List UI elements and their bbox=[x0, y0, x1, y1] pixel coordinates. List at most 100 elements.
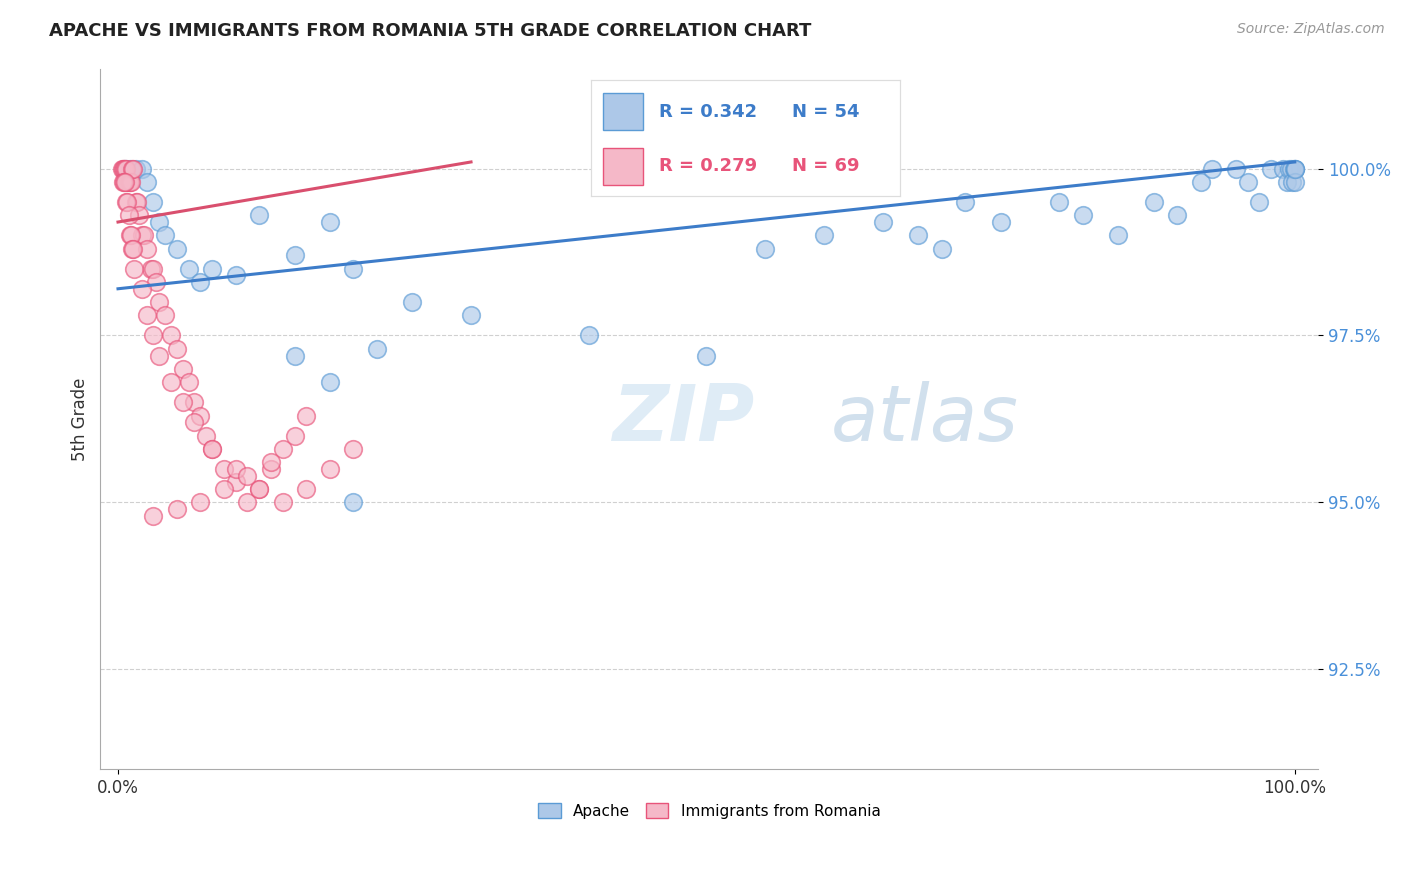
Point bbox=[172, 362, 194, 376]
Point bbox=[114, 161, 136, 176]
FancyBboxPatch shape bbox=[603, 147, 643, 185]
Point bbox=[201, 442, 224, 456]
Point bbox=[754, 242, 776, 256]
Point bbox=[1047, 194, 1070, 209]
Point bbox=[190, 275, 212, 289]
Point bbox=[148, 215, 170, 229]
Point bbox=[117, 194, 139, 209]
Point bbox=[1071, 208, 1094, 222]
Point bbox=[225, 462, 247, 476]
Point bbox=[183, 395, 205, 409]
Point bbox=[125, 194, 148, 209]
Point bbox=[110, 161, 132, 176]
Point bbox=[121, 242, 143, 256]
Point bbox=[117, 175, 139, 189]
Point bbox=[1282, 161, 1305, 176]
Point bbox=[160, 375, 183, 389]
Point bbox=[142, 508, 165, 523]
Point bbox=[172, 395, 194, 409]
Point bbox=[124, 194, 146, 209]
Point bbox=[212, 462, 235, 476]
Point bbox=[120, 228, 142, 243]
Point bbox=[148, 295, 170, 310]
Point bbox=[121, 161, 143, 176]
Point bbox=[201, 442, 224, 456]
Point bbox=[131, 161, 153, 176]
Point bbox=[271, 442, 294, 456]
Point bbox=[283, 248, 305, 262]
Point bbox=[813, 228, 835, 243]
Point bbox=[1281, 175, 1303, 189]
Point bbox=[1284, 161, 1306, 176]
Point bbox=[128, 208, 150, 222]
Point bbox=[111, 175, 134, 189]
Point bbox=[247, 208, 270, 222]
Point bbox=[117, 175, 139, 189]
Point bbox=[166, 502, 188, 516]
Point bbox=[112, 161, 135, 176]
Point bbox=[342, 261, 364, 276]
Point bbox=[142, 328, 165, 343]
Point bbox=[1201, 161, 1223, 176]
Point bbox=[319, 375, 342, 389]
Point bbox=[1107, 228, 1129, 243]
Point bbox=[124, 261, 146, 276]
Point bbox=[131, 282, 153, 296]
Point bbox=[225, 475, 247, 490]
Point bbox=[160, 328, 183, 343]
Point bbox=[118, 228, 141, 243]
Point bbox=[1284, 175, 1306, 189]
Y-axis label: 5th Grade: 5th Grade bbox=[72, 377, 89, 460]
Point bbox=[271, 495, 294, 509]
Point bbox=[1284, 161, 1306, 176]
Point bbox=[260, 462, 283, 476]
Point bbox=[990, 215, 1012, 229]
Text: N = 54: N = 54 bbox=[792, 103, 859, 120]
Point bbox=[201, 261, 224, 276]
Text: ZIP: ZIP bbox=[612, 381, 754, 457]
Point bbox=[111, 161, 134, 176]
Point bbox=[136, 242, 159, 256]
Point bbox=[1279, 161, 1302, 176]
Point bbox=[212, 482, 235, 496]
Point bbox=[283, 428, 305, 442]
Point bbox=[122, 242, 145, 256]
Point bbox=[145, 275, 167, 289]
FancyBboxPatch shape bbox=[603, 93, 643, 130]
Point bbox=[907, 228, 929, 243]
Point bbox=[342, 495, 364, 509]
Text: N = 69: N = 69 bbox=[792, 157, 859, 175]
Point bbox=[120, 175, 142, 189]
Point bbox=[117, 208, 139, 222]
Point bbox=[283, 349, 305, 363]
Point bbox=[260, 455, 283, 469]
Point bbox=[177, 375, 200, 389]
Point bbox=[142, 194, 165, 209]
Point bbox=[153, 228, 176, 243]
Point bbox=[1142, 194, 1164, 209]
Point bbox=[295, 482, 318, 496]
Point bbox=[132, 228, 155, 243]
Point bbox=[131, 228, 153, 243]
Point bbox=[153, 309, 176, 323]
Point bbox=[122, 161, 145, 176]
Point bbox=[955, 194, 977, 209]
Point bbox=[695, 349, 717, 363]
Point bbox=[1275, 175, 1298, 189]
Point bbox=[190, 495, 212, 509]
Point bbox=[139, 261, 162, 276]
Point bbox=[931, 242, 953, 256]
Point bbox=[225, 268, 247, 283]
Point bbox=[118, 175, 141, 189]
Text: R = 0.342: R = 0.342 bbox=[658, 103, 756, 120]
Point bbox=[319, 215, 342, 229]
Point bbox=[166, 242, 188, 256]
Point bbox=[190, 409, 212, 423]
Point bbox=[295, 409, 318, 423]
Point bbox=[166, 342, 188, 356]
Point bbox=[342, 442, 364, 456]
Point bbox=[118, 161, 141, 176]
Point bbox=[872, 215, 894, 229]
Point bbox=[401, 295, 423, 310]
Point bbox=[115, 161, 138, 176]
